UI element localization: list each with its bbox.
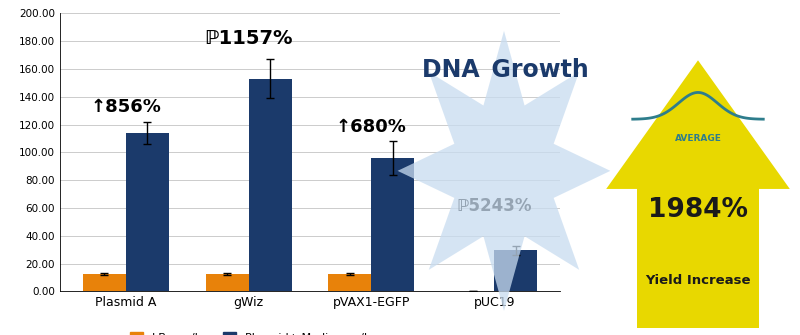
Text: ↑680%: ↑680% [336, 118, 407, 136]
Text: 1984%: 1984% [648, 197, 748, 223]
Legend: LB, mg/L, Plasmid+ Media, mg/L: LB, mg/L, Plasmid+ Media, mg/L [126, 328, 374, 335]
Text: AVERAGE: AVERAGE [674, 134, 722, 143]
Polygon shape [637, 181, 759, 328]
Bar [206, 274, 249, 291]
Text: ↑856%: ↑856% [90, 98, 161, 116]
Bar [126, 133, 169, 291]
Text: ℙ5243%: ℙ5243% [457, 197, 532, 215]
Text: Yield Increase: Yield Increase [646, 274, 750, 286]
Text: DNA Growth: DNA Growth [422, 58, 588, 82]
Bar [329, 274, 371, 291]
Text: ℙ1157%: ℙ1157% [204, 29, 293, 48]
Polygon shape [398, 31, 610, 311]
Bar [82, 274, 126, 291]
Bar [494, 251, 538, 291]
Polygon shape [606, 60, 790, 189]
Bar [371, 158, 414, 291]
Bar [249, 79, 291, 291]
